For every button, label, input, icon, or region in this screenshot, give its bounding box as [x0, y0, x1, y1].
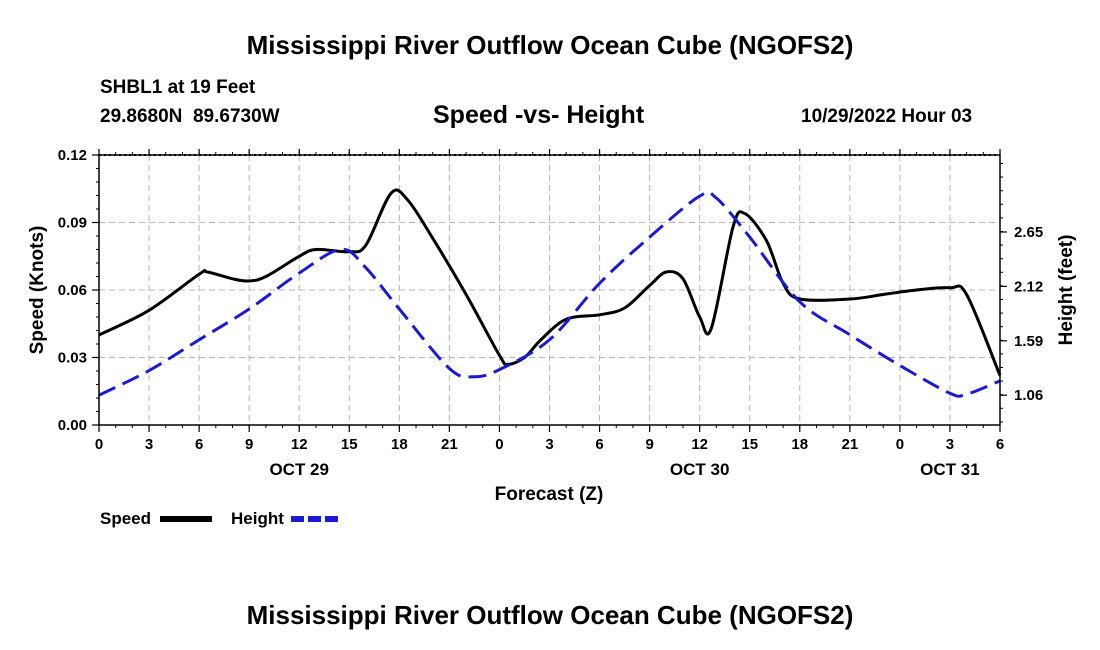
forecast-datetime: 10/29/2022 Hour 03	[801, 106, 973, 127]
x-tick-label: 0	[495, 436, 503, 453]
y-tick-label: 0.09	[58, 215, 87, 232]
x-tick-label: 18	[791, 436, 808, 453]
y2-tick-label: 2.65	[1014, 224, 1043, 241]
station-coordinates: 29.8680N 89.6730W	[100, 106, 280, 127]
x-tick-label: 6	[996, 436, 1004, 453]
x-tick-label: 21	[841, 436, 858, 453]
grid-lines	[99, 154, 1000, 425]
y2-tick-label: 2.12	[1014, 278, 1043, 295]
x-tick-label: 12	[691, 436, 708, 453]
station-label: SHBL1 at 19 Feet	[100, 77, 256, 98]
x-tick-label: 3	[946, 436, 954, 453]
x-tick-label: 21	[441, 436, 458, 453]
legend-speed-label: Speed	[100, 509, 152, 528]
y-tick-label: 0.03	[58, 350, 87, 367]
x-tick-label: 6	[595, 436, 603, 453]
date-label: OCT 30	[670, 460, 730, 479]
x-tick-label: 9	[645, 436, 653, 453]
y-axis-title: Speed (Knots)	[27, 226, 48, 355]
date-label: OCT 29	[269, 460, 329, 479]
speed-series-line	[98, 188, 1002, 377]
y-tick-label: 0.06	[58, 282, 87, 299]
x-tick-label: 15	[741, 436, 758, 453]
series-layer	[98, 188, 1002, 398]
y2-tick-label: 1.59	[1014, 333, 1043, 350]
x-tick-label: 18	[391, 436, 408, 453]
x-tick-label: 9	[245, 436, 253, 453]
x-tick-label: 12	[291, 436, 308, 453]
chart-title: Mississippi River Outflow Ocean Cube (NG…	[246, 30, 854, 60]
y-tick-label: 0.00	[58, 417, 87, 434]
x-axis-title: Forecast (Z)	[495, 484, 604, 505]
chart-subtitle: Speed -vs- Height	[433, 101, 645, 129]
x-tick-label: 3	[545, 436, 553, 453]
date-label: OCT 31	[920, 460, 980, 479]
footer-title: Mississippi River Outflow Ocean Cube (NG…	[246, 600, 854, 630]
x-tick-label: 0	[95, 436, 103, 453]
legend-height-label: Height	[231, 509, 284, 528]
x-tick-label: 0	[896, 436, 904, 453]
height-series-line	[98, 190, 1001, 398]
x-tick-label: 3	[145, 436, 153, 453]
y2-axis-title: Height (feet)	[1056, 235, 1077, 346]
axis-ticks: 0 3 6 9 12 15 18 21 0 3 6 9 12 15 18 21 0 3 6 OCT 29 OCT 30 O…	[58, 147, 1043, 479]
y-tick-label: 0.12	[58, 147, 87, 164]
y2-tick-label: 1.06	[1014, 387, 1043, 404]
x-tick-label: 15	[341, 436, 358, 453]
x-tick-label: 6	[195, 436, 203, 453]
